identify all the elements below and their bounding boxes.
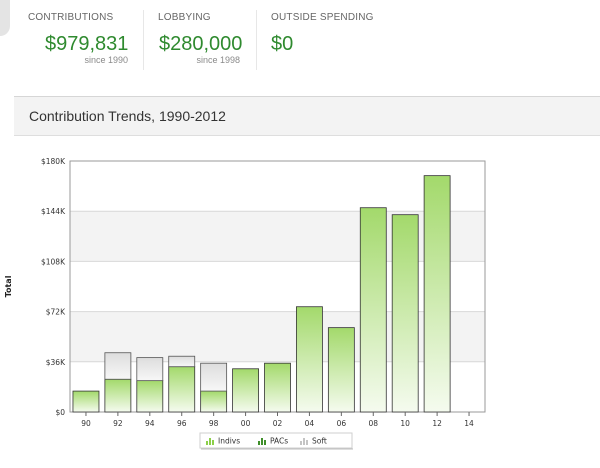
stat-value-contributions: $979,831 bbox=[45, 33, 129, 55]
bar-indivs bbox=[136, 380, 164, 413]
stat-label-outside-spending: OUTSIDE SPENDING bbox=[271, 12, 374, 23]
stat-divider bbox=[256, 10, 257, 70]
bar-indivs bbox=[104, 378, 132, 413]
legend-icon-soft bbox=[300, 441, 302, 445]
corner-tab bbox=[0, 0, 10, 36]
bar-soft bbox=[104, 352, 132, 380]
stats-bar: CONTRIBUTIONS $979,831 since 1990 LOBBYI… bbox=[0, 0, 600, 80]
y-tick-label: $144K bbox=[41, 207, 66, 216]
legend-label-indivs: Indivs bbox=[218, 437, 240, 446]
legend-icon-pacs bbox=[261, 438, 263, 445]
bar-indivs bbox=[264, 362, 291, 413]
x-tick-label: 98 bbox=[209, 419, 219, 428]
legend-box bbox=[199, 432, 353, 449]
contribution-trends-chart: $0 $36K $72K $108K $144K $180K Total 90 92 94 96 98… bbox=[0, 150, 600, 463]
stat-since-contributions: since 1990 bbox=[84, 55, 128, 65]
legend-icon-indivs bbox=[206, 441, 208, 445]
stat-value-outside-spending: $0 bbox=[271, 33, 294, 55]
legend-icon-indivs bbox=[209, 438, 211, 445]
stat-outside-spending: OUTSIDE SPENDING $0 bbox=[271, 12, 391, 70]
y-tick-label: $0 bbox=[55, 408, 65, 417]
bar-indivs bbox=[391, 214, 419, 413]
bar-indivs bbox=[423, 175, 451, 413]
stat-label-contributions: CONTRIBUTIONS bbox=[28, 12, 114, 23]
y-tick-label: $72K bbox=[46, 308, 66, 317]
bar-indivs bbox=[232, 368, 259, 413]
stat-value-lobbying: $280,000 bbox=[159, 33, 243, 55]
legend-icon-pacs bbox=[258, 441, 260, 445]
bar-indivs bbox=[168, 366, 196, 413]
legend-label-soft: Soft bbox=[312, 437, 327, 446]
x-tick-label: 12 bbox=[432, 419, 442, 428]
stat-since-lobbying: since 1998 bbox=[196, 55, 240, 65]
bar-indivs bbox=[200, 390, 228, 413]
y-tick-label: $108K bbox=[41, 257, 66, 266]
bar-soft bbox=[200, 362, 228, 392]
x-tick-label: 00 bbox=[241, 419, 251, 428]
x-tick-label: 94 bbox=[145, 419, 155, 428]
stat-label-lobbying: LOBBYING bbox=[158, 12, 211, 23]
bar-soft bbox=[168, 355, 196, 368]
stat-contributions: CONTRIBUTIONS $979,831 since 1990 bbox=[28, 12, 128, 70]
stat-divider bbox=[143, 10, 144, 70]
trends-title: Contribution Trends, 1990-2012 bbox=[29, 108, 226, 124]
x-tick-label: 96 bbox=[177, 419, 187, 428]
x-tick-label: 14 bbox=[464, 419, 474, 428]
x-tick-label: 06 bbox=[337, 419, 347, 428]
bar-indivs bbox=[327, 327, 355, 413]
bar-indivs bbox=[296, 306, 323, 413]
bar-indivs bbox=[359, 207, 387, 413]
legend-icon-soft bbox=[303, 438, 305, 445]
x-tick-label: 10 bbox=[400, 419, 410, 428]
legend-icon-pacs bbox=[264, 440, 266, 445]
x-tick-label: 04 bbox=[305, 419, 315, 428]
bar-soft bbox=[136, 357, 164, 382]
stat-lobbying: LOBBYING $280,000 since 1998 bbox=[158, 12, 243, 70]
legend-label-pacs: PACs bbox=[270, 437, 288, 446]
x-tick-label: 02 bbox=[273, 419, 283, 428]
grid-band bbox=[70, 311, 485, 362]
grid-band bbox=[70, 211, 485, 262]
y-axis-title: Total bbox=[4, 275, 13, 297]
y-tick-label: $180K bbox=[41, 157, 66, 166]
y-tick-label: $36K bbox=[46, 358, 66, 367]
chart-svg: $0 $36K $72K $108K $144K $180K Total 90 92 94 96 98… bbox=[4, 157, 486, 450]
x-tick-label: 92 bbox=[113, 419, 123, 428]
bar-indivs bbox=[72, 390, 100, 413]
legend-icon-indivs bbox=[212, 440, 214, 445]
x-tick-label: 90 bbox=[81, 419, 91, 428]
x-tick-label: 08 bbox=[368, 419, 378, 428]
legend-icon-soft bbox=[306, 440, 308, 445]
trends-header: Contribution Trends, 1990-2012 bbox=[14, 96, 600, 136]
